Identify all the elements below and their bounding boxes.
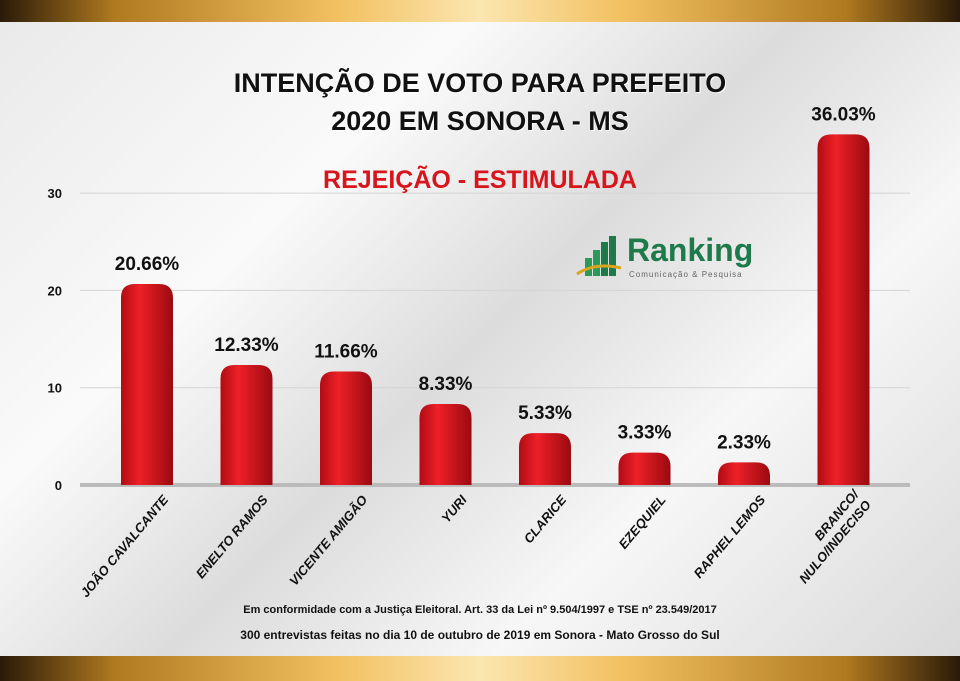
x-category-label: RAPHEL LEMOS — [691, 492, 769, 581]
chart-subtitle: REJEIÇÃO - ESTIMULADA — [323, 166, 637, 194]
bar — [419, 403, 472, 485]
bar — [519, 433, 571, 485]
y-tick-label: 0 — [55, 478, 62, 493]
bar — [220, 365, 273, 485]
y-tick-label: 20 — [48, 283, 62, 298]
category-label-line: CLARICE — [521, 492, 570, 546]
category-label-line: YURI — [438, 492, 470, 526]
bar — [320, 371, 372, 485]
chart-title-line2: 2020 EM SONORA - MS — [331, 106, 629, 136]
data-label: 11.66% — [314, 342, 377, 363]
x-category-label: BRANCO/NULO/INDECISO — [784, 486, 875, 586]
data-label: 36.03% — [811, 104, 876, 125]
category-label-line: VICENTE AMIGÃO — [286, 492, 370, 588]
x-category-label: EZEQUIEL — [616, 492, 669, 551]
category-label-line: EZEQUIEL — [616, 492, 669, 551]
category-label-line: JOÃO CAVALCANTE — [77, 492, 171, 600]
ranking-logo: Ranking Comunicação & Pesquisa — [575, 232, 755, 282]
chart-title-line1: INTENÇÃO DE VOTO PARA PREFEITO — [233, 68, 727, 98]
y-tick-label: 30 — [48, 186, 62, 201]
data-label: 12.33% — [214, 335, 279, 356]
legal-note: Em conformidade com a Justiça Eleitoral.… — [243, 604, 717, 616]
bar — [121, 283, 173, 485]
data-label: 5.33% — [518, 403, 572, 424]
y-tick-label: 10 — [48, 381, 62, 396]
data-label: 8.33% — [419, 374, 473, 395]
x-category-label: JOÃO CAVALCANTE — [77, 492, 171, 600]
category-label-line: ENELTO RAMOS — [193, 492, 271, 581]
bar — [718, 462, 770, 485]
data-label: 2.33% — [717, 432, 771, 453]
category-label-line: RAPHEL LEMOS — [691, 492, 769, 581]
x-category-label: YURI — [438, 492, 470, 526]
bar — [618, 452, 671, 485]
x-category-label: VICENTE AMIGÃO — [286, 492, 370, 588]
x-category-label: CLARICE — [521, 492, 570, 546]
bar — [817, 134, 870, 485]
x-category-label: ENELTO RAMOS — [193, 492, 271, 581]
survey-note: 300 entrevistas feitas no dia 10 de outu… — [240, 628, 720, 642]
bottom-gold-band — [0, 656, 960, 681]
logo-bars-icon — [576, 236, 622, 276]
data-label: 3.33% — [618, 423, 672, 444]
logo-name: Ranking — [627, 232, 754, 268]
data-label: 20.66% — [115, 254, 180, 275]
top-gold-band — [0, 0, 960, 22]
logo-tagline: Comunicação & Pesquisa — [629, 270, 743, 279]
